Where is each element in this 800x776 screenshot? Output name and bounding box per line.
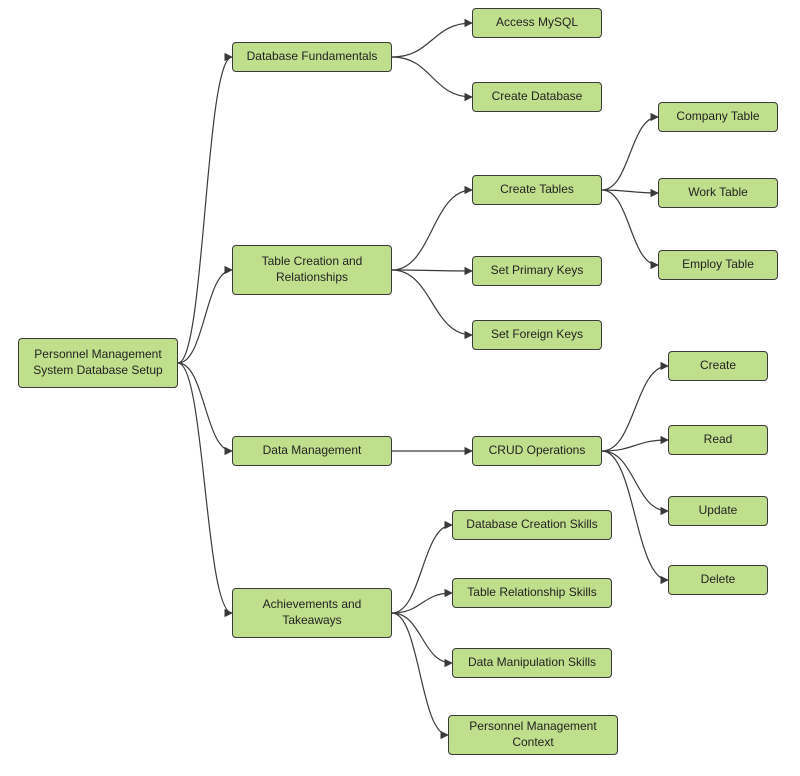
node-dmskill: Data Manipulation Skills	[452, 648, 612, 678]
node-pmctx: Personnel Management Context	[448, 715, 618, 755]
node-crud: CRUD Operations	[472, 436, 602, 466]
edge-root-ach	[178, 363, 232, 613]
edge-crud-create	[602, 366, 668, 451]
edge-tcr-spk	[392, 270, 472, 271]
node-createdb: Create Database	[472, 82, 602, 112]
node-work: Work Table	[658, 178, 778, 208]
node-access: Access MySQL	[472, 8, 602, 38]
node-trskill: Table Relationship Skills	[452, 578, 612, 608]
edge-ach-pmctx	[392, 613, 448, 735]
edge-tcr-ctables	[392, 190, 472, 270]
node-employ: Employ Table	[658, 250, 778, 280]
edge-root-tcr	[178, 270, 232, 363]
edge-ctables-employ	[602, 190, 658, 265]
edge-dbfund-access	[392, 23, 472, 57]
edge-root-dmgmt	[178, 363, 232, 451]
node-create: Create	[668, 351, 768, 381]
edge-crud-update	[602, 451, 668, 511]
node-root: Personnel Management System Database Set…	[18, 338, 178, 388]
edge-crud-read	[602, 440, 668, 451]
node-spk: Set Primary Keys	[472, 256, 602, 286]
node-read: Read	[668, 425, 768, 455]
edge-ctables-company	[602, 117, 658, 190]
node-dbskill: Database Creation Skills	[452, 510, 612, 540]
node-delete: Delete	[668, 565, 768, 595]
edge-ach-dbskill	[392, 525, 452, 613]
node-ach: Achievements and Takeaways	[232, 588, 392, 638]
node-sfk: Set Foreign Keys	[472, 320, 602, 350]
node-update: Update	[668, 496, 768, 526]
edge-root-dbfund	[178, 57, 232, 363]
node-dmgmt: Data Management	[232, 436, 392, 466]
node-dbfund: Database Fundamentals	[232, 42, 392, 72]
edge-ctables-work	[602, 190, 658, 193]
edge-ach-trskill	[392, 593, 452, 613]
edge-dbfund-createdb	[392, 57, 472, 97]
edge-tcr-sfk	[392, 270, 472, 335]
edge-ach-dmskill	[392, 613, 452, 663]
node-company: Company Table	[658, 102, 778, 132]
node-ctables: Create Tables	[472, 175, 602, 205]
node-tcr: Table Creation and Relationships	[232, 245, 392, 295]
